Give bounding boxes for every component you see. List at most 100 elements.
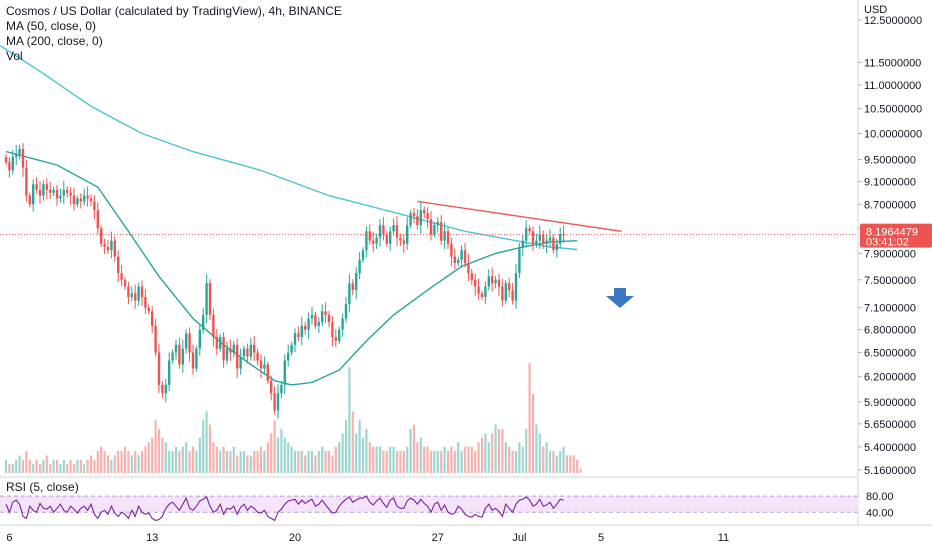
volume-bar: [242, 451, 246, 473]
legend-volume[interactable]: Vol: [6, 49, 23, 63]
volume-bar: [236, 455, 239, 473]
candle-body: [525, 228, 528, 241]
rsi-legend[interactable]: RSI (5, close): [6, 480, 79, 494]
candle-body: [86, 195, 89, 199]
volume-bar: [157, 429, 161, 473]
volume-bar: [137, 455, 140, 473]
volume-bar: [123, 446, 127, 473]
volume-bar: [494, 424, 497, 473]
volume-bar: [249, 455, 252, 473]
volume-bar: [436, 451, 439, 473]
volume-bar: [174, 446, 178, 473]
volume-bar: [256, 451, 259, 473]
candle-body: [460, 250, 463, 260]
rsi-axis-label: 40.00: [866, 507, 894, 519]
volume-bar: [164, 442, 167, 473]
volume-bar: [52, 459, 55, 473]
candle-body: [212, 314, 215, 338]
volume-bar: [491, 433, 494, 473]
currency-label: USD: [864, 4, 887, 16]
volume-bar: [276, 437, 280, 473]
price-axis-label: 5.6500000: [864, 419, 916, 431]
candle-body: [110, 240, 113, 251]
candle-body: [205, 283, 208, 315]
current-price-badge: [860, 223, 932, 248]
candle-body: [300, 325, 303, 338]
volume-bar: [409, 429, 412, 473]
candle-body: [293, 333, 297, 345]
volume-bar: [416, 442, 419, 473]
volume-bar: [11, 464, 14, 473]
volume-bar: [508, 446, 511, 473]
chart-title: Cosmos / US Dollar (calculated by Tradin…: [6, 4, 342, 18]
candle-body: [38, 189, 42, 196]
candle-body: [392, 225, 395, 232]
candle-body: [552, 237, 555, 251]
candle-body: [144, 297, 147, 308]
candle-body: [72, 195, 76, 205]
candle-body: [232, 344, 235, 353]
volume-bar: [429, 451, 433, 473]
volume-bar: [480, 437, 484, 473]
candle-body: [229, 348, 232, 353]
volume-bar: [514, 451, 518, 473]
candle-body: [497, 279, 501, 287]
rsi-line: [5, 495, 564, 522]
price-axis-label: 12.5000000: [864, 15, 922, 27]
candle-body: [45, 184, 48, 190]
candle-body: [106, 246, 110, 251]
volume-bar: [504, 442, 507, 473]
volume-bar: [69, 459, 72, 473]
volume-bar: [569, 455, 572, 473]
candle-body: [55, 189, 59, 199]
time-axis: 6 13 20 27 Jul 5 11: [6, 532, 729, 544]
candle-body: [307, 318, 310, 330]
candle-body: [521, 240, 524, 247]
volume-bar: [290, 446, 293, 473]
candle-body: [348, 283, 351, 305]
volume-bar: [225, 451, 229, 473]
volume-bar: [426, 446, 429, 473]
volume-bar: [310, 451, 314, 473]
candle-body: [89, 198, 93, 202]
volume-bar: [446, 451, 450, 473]
volume-bar: [433, 451, 436, 473]
volume-bar: [110, 459, 113, 473]
ma-200-line: [0, 44, 578, 251]
candle-body: [467, 263, 470, 274]
candle-body: [511, 290, 514, 301]
candle-body: [239, 356, 242, 369]
candle-body: [188, 333, 191, 353]
volume-bar: [113, 455, 116, 473]
volume-bar: [535, 424, 538, 473]
legend-ma200[interactable]: MA (200, close, 0): [6, 34, 103, 48]
volume-bar: [21, 459, 25, 473]
candle-body: [341, 318, 344, 330]
volume-bar: [8, 464, 11, 473]
candle-body: [120, 273, 123, 280]
candle-body: [423, 210, 426, 214]
volume-bar: [4, 459, 8, 473]
candle-body: [429, 219, 433, 235]
candle-countdown: 03:41:02: [866, 237, 909, 249]
volume-bar: [555, 455, 558, 473]
volume-bar: [161, 437, 164, 473]
volume-bar: [521, 446, 524, 473]
volume-bar: [538, 433, 541, 473]
candle-body: [491, 276, 494, 284]
time-axis-label: 13: [146, 532, 158, 544]
candle-body: [283, 360, 286, 385]
candle-body: [331, 322, 334, 338]
candle-body: [351, 283, 354, 291]
volume-bar: [327, 451, 331, 473]
candle-body: [334, 337, 337, 341]
price-axis-label: 10.5000000: [864, 104, 922, 116]
legend-ma50[interactable]: MA (50, close, 0): [6, 19, 97, 33]
volume-bar: [317, 451, 320, 473]
volume-bar: [548, 451, 552, 473]
candle-body: [93, 201, 96, 211]
volume-bar: [572, 455, 575, 473]
time-axis-label: 11: [718, 532, 729, 544]
